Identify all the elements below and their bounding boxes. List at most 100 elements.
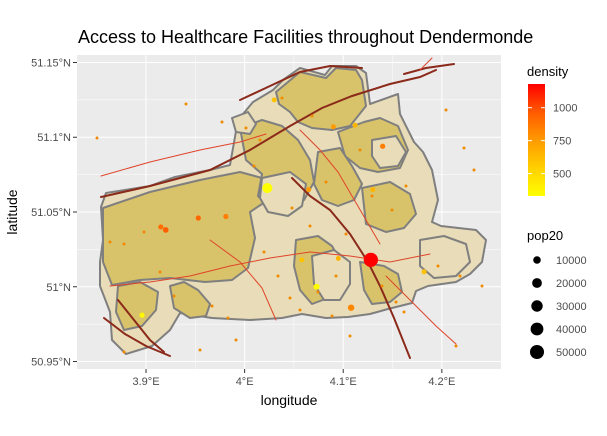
y-tick-label: 51°N [46,282,71,294]
minor-facility-point [444,108,448,112]
minor-facility-point [394,300,398,304]
facility-point [421,269,427,275]
size-legend-label: 20000 [556,278,587,290]
minor-facility-point [280,96,284,100]
minor-facility-point [436,264,440,268]
minor-facility-point [244,126,248,130]
facility-point [223,213,229,220]
size-legend-label: 10000 [556,255,587,267]
density-tick-label: 500 [553,169,571,181]
road-major [239,64,363,101]
facility-point [380,143,386,149]
y-axis-title: latitude [4,189,20,234]
y-tick-label: 51.15°N [31,57,71,69]
minor-facility-point [404,184,408,188]
size-legend-title: pop20 [527,228,563,243]
road-minor [299,129,381,245]
chart-title: Access to Healthcare Facilities througho… [78,27,533,47]
x-tick-label: 4°E [236,376,254,388]
facility-point [352,122,358,128]
minor-facility-point [348,334,352,338]
size-legend-label: 40000 [556,324,587,336]
facility-point [271,97,277,103]
size-legend-key [530,322,544,336]
region-north [275,67,367,131]
size-legend: 10000 20000 30000 40000 50000 [529,255,587,360]
minor-facility-point [316,290,320,294]
density-tick-label: 750 [553,136,571,148]
x-axis: 3.9°E 4°E 4.1°E 4.2°E [133,369,455,388]
facility-point [299,257,305,263]
density-tick-label: 1000 [553,103,577,115]
x-tick-label: 3.9°E [133,376,160,388]
region-inner-northwest [231,111,257,135]
minor-facility-point [288,296,292,300]
minor-facility-point [226,316,230,320]
facility-point [262,183,273,194]
minor-facility-point [480,284,484,288]
minor-facility-point [454,344,458,348]
y-tick-label: 51.05°N [31,207,71,219]
minor-facility-point [142,230,146,234]
region-inner-east [371,135,407,169]
road-major [403,63,455,75]
minor-facility-point [402,310,406,314]
minor-facility-point [370,194,374,198]
road-minor [419,57,433,71]
size-legend-key [532,278,542,288]
facility-point [347,304,355,311]
minor-facility-point [358,148,362,152]
minor-facility-point [334,274,338,278]
y-axis: 50.95°N 51°N 51.05°N 51.1°N 51.15°N [31,57,77,369]
facility-point [330,124,336,130]
road-major [103,317,171,357]
road-major [117,299,165,353]
minor-facility-point [172,294,176,298]
facility-point [370,187,376,193]
road-major [100,69,437,198]
facility-point [162,227,169,233]
size-legend-key [531,300,543,312]
facility-point [139,312,145,318]
y-tick-label: 51.1°N [37,132,71,144]
x-tick-label: 4.1°E [330,376,357,388]
minor-facility-point [262,250,266,254]
minor-facility-point [95,136,99,140]
minor-facility-point [258,138,262,142]
facility-point [335,255,341,261]
facility-point [158,224,164,230]
region-south-west [115,281,159,331]
size-legend-key [533,256,541,264]
minor-facility-point [276,274,280,278]
size-legend-key [529,344,545,360]
minor-facility-points [95,96,484,354]
region-south-east [359,261,403,305]
minor-facility-point [330,314,334,318]
region-far-east [419,235,471,279]
road-minor [209,239,277,321]
facility-points [139,97,427,318]
minor-facility-point [220,120,224,124]
minor-facility-point [158,270,162,274]
region-west [102,171,269,286]
minor-facility-point [290,206,294,210]
density-colorbar [528,84,545,196]
road-major [291,177,411,359]
minor-facility-point [380,284,384,288]
road-minor [100,133,267,177]
density-legend-ticks: 1000 750 500 [528,103,577,181]
size-legend-label: 50000 [556,347,587,359]
minor-facility-point [210,304,214,308]
minor-facility-point [324,180,328,184]
minor-facility-point [108,240,112,244]
minor-facility-point [310,114,314,118]
minor-facility-point [298,308,302,312]
facility-point [363,252,378,267]
region-south-west-small [169,281,211,319]
minor-facility-point [308,224,312,228]
minor-facility-point [198,348,202,352]
minor-facility-point [344,232,348,236]
road-minor [385,275,457,345]
minor-facility-point [472,168,476,172]
facility-point [195,215,201,221]
